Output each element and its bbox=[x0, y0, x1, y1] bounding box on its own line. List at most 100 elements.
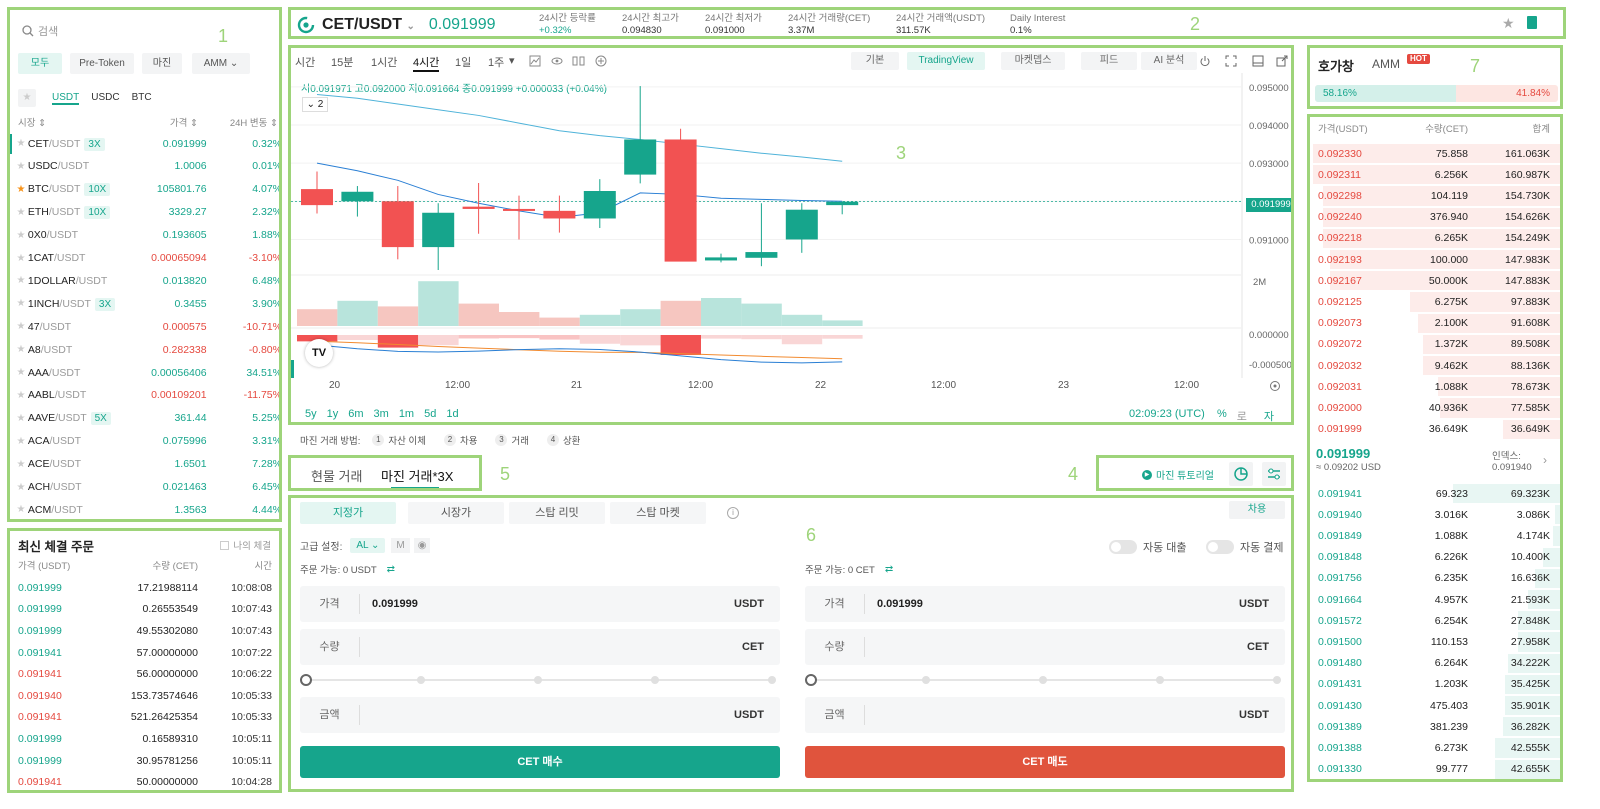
range-5d[interactable]: 5d bbox=[424, 408, 437, 420]
transfer-icon[interactable]: ⇄ bbox=[884, 563, 894, 575]
transfer-icon[interactable]: ⇄ bbox=[386, 563, 396, 575]
favorite-star-icon[interactable]: ★ bbox=[1502, 15, 1515, 31]
mode-m-button[interactable]: M bbox=[391, 538, 410, 553]
range-5y[interactable]: 5y bbox=[305, 408, 317, 420]
star-icon[interactable]: ★ bbox=[16, 252, 26, 264]
book-icon[interactable] bbox=[1527, 16, 1537, 29]
market-row[interactable]: ★ AAVE/USDT 5X 361.44 5.25% bbox=[10, 407, 279, 430]
view-0[interactable]: 기본 bbox=[851, 52, 899, 70]
timeframe-2[interactable]: 1시간 bbox=[371, 57, 398, 69]
power-icon[interactable] bbox=[1199, 55, 1211, 67]
order-type-2[interactable]: 스탑 리밋 bbox=[509, 502, 605, 524]
filter-2[interactable]: 마진 bbox=[142, 53, 182, 74]
compare-icon[interactable] bbox=[572, 55, 586, 67]
tutorial-link[interactable]: ▶ 마진 튜토리얼 bbox=[1142, 467, 1214, 482]
bid-row[interactable]: 0.091572 6.254K 27.848K bbox=[1310, 610, 1560, 631]
range-3m[interactable]: 3m bbox=[373, 408, 389, 420]
star-icon[interactable]: ★ bbox=[16, 183, 26, 195]
ask-row[interactable]: 0.092218 6.265K 154.249K bbox=[1310, 228, 1560, 249]
filter-1[interactable]: Pre-Token bbox=[70, 53, 134, 74]
bid-row[interactable]: 0.091940 3.016K 3.086K bbox=[1310, 504, 1560, 525]
range-1y[interactable]: 1y bbox=[326, 408, 339, 420]
bid-row[interactable]: 0.091330 99.777 42.655K bbox=[1310, 759, 1560, 779]
borrow-button[interactable]: 차용 bbox=[1229, 501, 1285, 519]
timeframe-4[interactable]: 1일 bbox=[455, 57, 472, 69]
tab-orderbook[interactable]: 호가창 bbox=[1318, 59, 1354, 74]
filter-3[interactable]: AMM ⌄ bbox=[192, 53, 250, 74]
sell-qty-field[interactable]: 수량 CET bbox=[805, 629, 1285, 665]
star-icon[interactable]: ★ bbox=[16, 435, 26, 447]
order-type-info-icon[interactable]: i bbox=[727, 507, 739, 519]
star-icon[interactable]: ★ bbox=[16, 481, 26, 493]
ask-row[interactable]: 0.091999 36.649K 36.649K bbox=[1310, 419, 1560, 440]
market-row[interactable]: ★ ACM/USDT 1.3563 4.44% bbox=[10, 498, 279, 519]
buy-amount-slider[interactable] bbox=[300, 674, 780, 686]
ask-row[interactable]: 0.092167 50.000K 147.883K bbox=[1310, 270, 1560, 291]
view-1[interactable]: TradingView bbox=[907, 52, 985, 70]
quote-tab-btc[interactable]: BTC bbox=[131, 91, 152, 103]
buy-amount-field[interactable]: 금액 USDT bbox=[300, 697, 780, 733]
ask-row[interactable]: 0.092072 1.372K 89.508K bbox=[1310, 334, 1560, 355]
scroll-handle[interactable] bbox=[291, 360, 294, 378]
auto-borrow-toggle[interactable]: 자동 대출 bbox=[1109, 539, 1187, 555]
bid-row[interactable]: 0.091756 6.235K 16.636K bbox=[1310, 568, 1560, 589]
ask-row[interactable]: 0.092240 376.940 154.626K bbox=[1310, 207, 1560, 228]
settings-icon[interactable] bbox=[1269, 380, 1281, 392]
al-selector[interactable]: AL ⌄ bbox=[350, 538, 386, 553]
tab-margin[interactable]: 마진 거래*3X bbox=[381, 469, 454, 484]
filter-0[interactable]: 모두 bbox=[18, 53, 62, 74]
tab-spot[interactable]: 현물 거래 bbox=[311, 469, 363, 484]
range-6m[interactable]: 6m bbox=[348, 408, 364, 420]
order-type-0[interactable]: 지정가 bbox=[300, 502, 396, 524]
market-row[interactable]: ★ 0X0/USDT 0.193605 1.88% bbox=[10, 224, 279, 247]
bid-row[interactable]: 0.091480 6.264K 34.222K bbox=[1310, 653, 1560, 674]
timeframe-5[interactable]: 1주 bbox=[488, 57, 505, 69]
indicator-toggle[interactable]: ⌄ 2 bbox=[302, 97, 328, 112]
col-change[interactable]: 24H 변동 ⇕ bbox=[229, 118, 278, 129]
range-1m[interactable]: 1m bbox=[398, 408, 415, 420]
bid-row[interactable]: 0.091664 4.957K 21.593K bbox=[1310, 589, 1560, 610]
star-icon[interactable]: ★ bbox=[16, 504, 26, 516]
col-price[interactable]: 가격 ⇕ bbox=[169, 118, 198, 129]
star-icon[interactable]: ★ bbox=[16, 412, 26, 424]
scale-button-0[interactable]: % bbox=[1217, 408, 1227, 420]
star-icon[interactable]: ★ bbox=[16, 206, 26, 218]
ask-row[interactable]: 0.092125 6.275K 97.883K bbox=[1310, 291, 1560, 312]
ask-row[interactable]: 0.092031 1.088K 78.673K bbox=[1310, 376, 1560, 397]
visibility-icon[interactable]: ◉ bbox=[413, 538, 431, 553]
tradingview-logo[interactable]: TV bbox=[305, 339, 333, 367]
chevron-right-icon[interactable]: › bbox=[1543, 453, 1547, 467]
star-icon[interactable]: ★ bbox=[16, 344, 26, 356]
market-row[interactable]: ★ AABL/USDT 0.00109201 -11.75% bbox=[10, 384, 279, 407]
bid-row[interactable]: 0.091848 6.226K 10.400K bbox=[1310, 547, 1560, 568]
star-icon[interactable]: ★ bbox=[16, 229, 26, 241]
bid-row[interactable]: 0.091500 110.153 27.958K bbox=[1310, 631, 1560, 652]
buy-price-field[interactable]: 가격 0.091999 USDT bbox=[300, 586, 780, 622]
bid-row[interactable]: 0.091431 1.203K 35.425K bbox=[1310, 674, 1560, 695]
bid-row[interactable]: 0.091388 6.273K 42.555K bbox=[1310, 737, 1560, 758]
buy-qty-field[interactable]: 수량 CET bbox=[300, 629, 780, 665]
bid-row[interactable]: 0.091430 475.403 35.901K bbox=[1310, 695, 1560, 716]
star-icon[interactable]: ★ bbox=[16, 298, 26, 310]
timeframe-1[interactable]: 15분 bbox=[331, 57, 354, 69]
layout-icon[interactable] bbox=[1252, 55, 1264, 67]
ask-row[interactable]: 0.092073 2.100K 91.608K bbox=[1310, 313, 1560, 334]
tab-amm[interactable]: AMM bbox=[1372, 57, 1400, 71]
market-row[interactable]: ★ BTC/USDT 10X 105801.76 4.07% bbox=[10, 178, 279, 201]
market-row[interactable]: ★ USDC/USDT 1.0006 0.01% bbox=[10, 155, 279, 178]
pie-chart-icon[interactable] bbox=[1229, 462, 1253, 486]
sell-button[interactable]: CET 매도 bbox=[805, 746, 1285, 778]
quote-tab-usdc[interactable]: USDC bbox=[91, 91, 120, 103]
ask-row[interactable]: 0.092311 6.256K 160.987K bbox=[1310, 164, 1560, 185]
pair-selector[interactable]: CET/USDT ⌄ bbox=[322, 16, 415, 33]
view-2[interactable]: 마켓뎁스 bbox=[1001, 52, 1065, 70]
my-trades-checkbox[interactable]: 나의 체결 bbox=[220, 538, 271, 552]
sliders-icon[interactable] bbox=[1262, 462, 1286, 486]
ask-row[interactable]: 0.092298 104.119 154.730K bbox=[1310, 185, 1560, 206]
eye-icon[interactable] bbox=[551, 55, 563, 67]
price-chart[interactable]: 0.0950000.0940000.0930000.0920000.091000… bbox=[291, 48, 1291, 422]
star-icon[interactable]: ★ bbox=[16, 160, 26, 172]
star-icon[interactable]: ★ bbox=[16, 367, 26, 378]
sell-price-field[interactable]: 가격 0.091999 USDT bbox=[805, 586, 1285, 622]
scale-button-2[interactable]: 자동 bbox=[1263, 411, 1275, 423]
